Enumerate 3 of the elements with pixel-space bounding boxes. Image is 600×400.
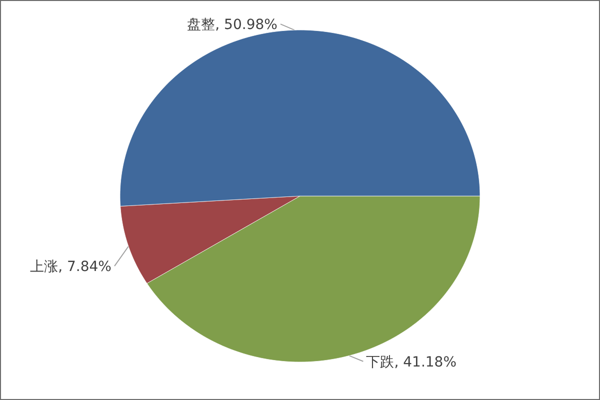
slice-label: 下跌, 41.18% — [366, 354, 457, 370]
slice-label: 上涨, 7.84% — [30, 259, 112, 276]
slice-label: 盘整, 50.98% — [187, 17, 278, 34]
